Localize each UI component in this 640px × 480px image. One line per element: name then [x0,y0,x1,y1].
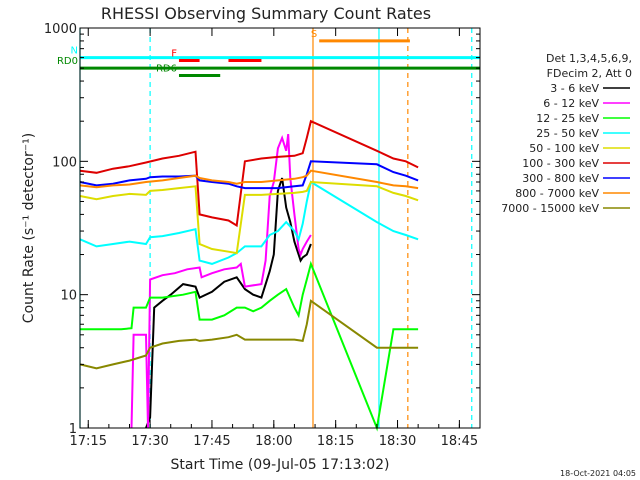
series-line-8 [79,299,419,370]
annotation-label-2: F [171,49,177,60]
chart-title: RHESSI Observing Summary Count Rates [101,4,431,23]
x-tick-label-4: 18:15 [317,434,354,449]
legend-header-0: Det 1,3,4,5,6,9, [546,52,632,65]
legend-label-3: 25 - 50 keV [536,127,599,140]
legend-label-7: 800 - 7000 keV [515,187,599,200]
annotation-label-0: N [71,46,78,57]
x-tick-label-5: 18:30 [379,434,416,449]
x-tick-label-6: 18:45 [441,434,478,449]
series-line-6 [79,160,419,190]
series-line-0 [145,177,312,429]
timestamp: 18-Oct-2021 04:05 [560,469,636,478]
series-line-1 [130,133,312,429]
legend-label-4: 50 - 100 keV [529,142,599,155]
y-axis-label: Count Rate (s⁻¹ detector⁻¹) [21,133,37,323]
legend: Det 1,3,4,5,6,9, FDecim 2, Att 0 3 - 6 keV… [501,52,632,215]
legend-label-8: 7000 - 15000 keV [501,202,599,215]
x-tick-label-3: 18:00 [255,434,292,449]
annotation-label-5: RD6 [156,64,177,75]
legend-label-6: 300 - 800 keV [522,172,599,185]
annotation-label-4: RD0 [57,56,78,67]
x-tick-label-1: 17:30 [131,434,168,449]
x-tick-label-0: 17:15 [70,434,107,449]
series-line-3 [79,180,419,265]
y-tick-label-1: 10 [60,289,77,304]
legend-label-5: 100 - 300 keV [522,157,599,170]
annotation-label-1: S [311,29,317,40]
plot-frame [79,27,481,429]
annotation-layer: N S F RD0 RD6 [57,29,480,78]
y-tick-label-2: 100 [52,155,77,170]
legend-label-2: 12 - 25 keV [536,112,599,125]
x-tick-label-2: 17:45 [193,434,230,449]
series-line-4 [79,180,419,255]
x-axis-label: Start Time (09-Jul-05 17:13:02) [170,457,389,473]
series-layer [79,119,419,432]
legend-header-1: FDecim 2, Att 0 [547,67,632,80]
y-tick-label-3: 1000 [44,22,77,37]
series-line-7 [79,169,419,190]
axes-layer: 17:15 17:30 17:45 18:00 18:15 18:30 18:45 1 10 10… [44,22,481,449]
series-line-2 [80,260,419,432]
legend-label-0: 3 - 6 keV [550,82,599,95]
series-line-5 [79,119,419,228]
legend-label-1: 6 - 12 keV [543,97,599,110]
y-tick-label-0: 1 [69,422,77,437]
